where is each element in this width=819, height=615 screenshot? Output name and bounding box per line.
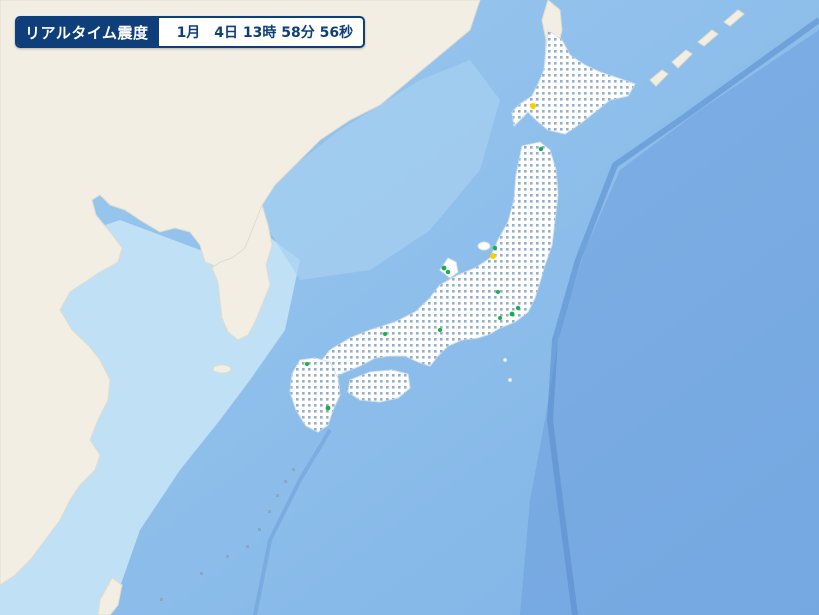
trench-line <box>546 17 819 615</box>
header-title: リアルタイム震度 <box>17 18 159 46</box>
station-green-kanto <box>509 311 515 317</box>
station-green-kyushu <box>325 405 331 411</box>
intensity-green-stations <box>305 146 544 411</box>
kuril-islands <box>649 9 745 87</box>
sea-of-japan-shelf <box>250 60 500 280</box>
station-green-noto <box>441 265 447 271</box>
station-green-nagano <box>496 290 500 294</box>
station-green-kanto-2 <box>515 305 521 311</box>
trench-line-south <box>253 428 332 615</box>
station-yellow-niigata <box>490 253 496 259</box>
station-yellow-hokkaido <box>530 103 536 109</box>
asia-mainland <box>0 0 481 586</box>
intensity-yellow-stations <box>490 103 536 259</box>
taiwan <box>97 577 123 615</box>
station-green-chugoku <box>383 332 387 336</box>
seismic-stations <box>290 30 635 432</box>
trench-deep-sea <box>520 30 819 615</box>
korean-peninsula <box>211 203 273 341</box>
station-green-noto-2 <box>445 269 451 275</box>
station-green-kansai <box>438 328 442 332</box>
jeju-island <box>212 364 232 374</box>
realtime-intensity-header: リアルタイム震度 1月 4日 13時 58分 56秒 <box>15 16 366 48</box>
station-green-niigata <box>492 245 498 251</box>
ryukyu-stations <box>160 468 295 601</box>
station-green-kyushu-2 <box>305 362 309 366</box>
header-timestamp: 1月 4日 13時 58分 56秒 <box>176 25 354 41</box>
station-green-tohoku <box>538 146 544 152</box>
station-green-kanto-3 <box>498 316 502 320</box>
